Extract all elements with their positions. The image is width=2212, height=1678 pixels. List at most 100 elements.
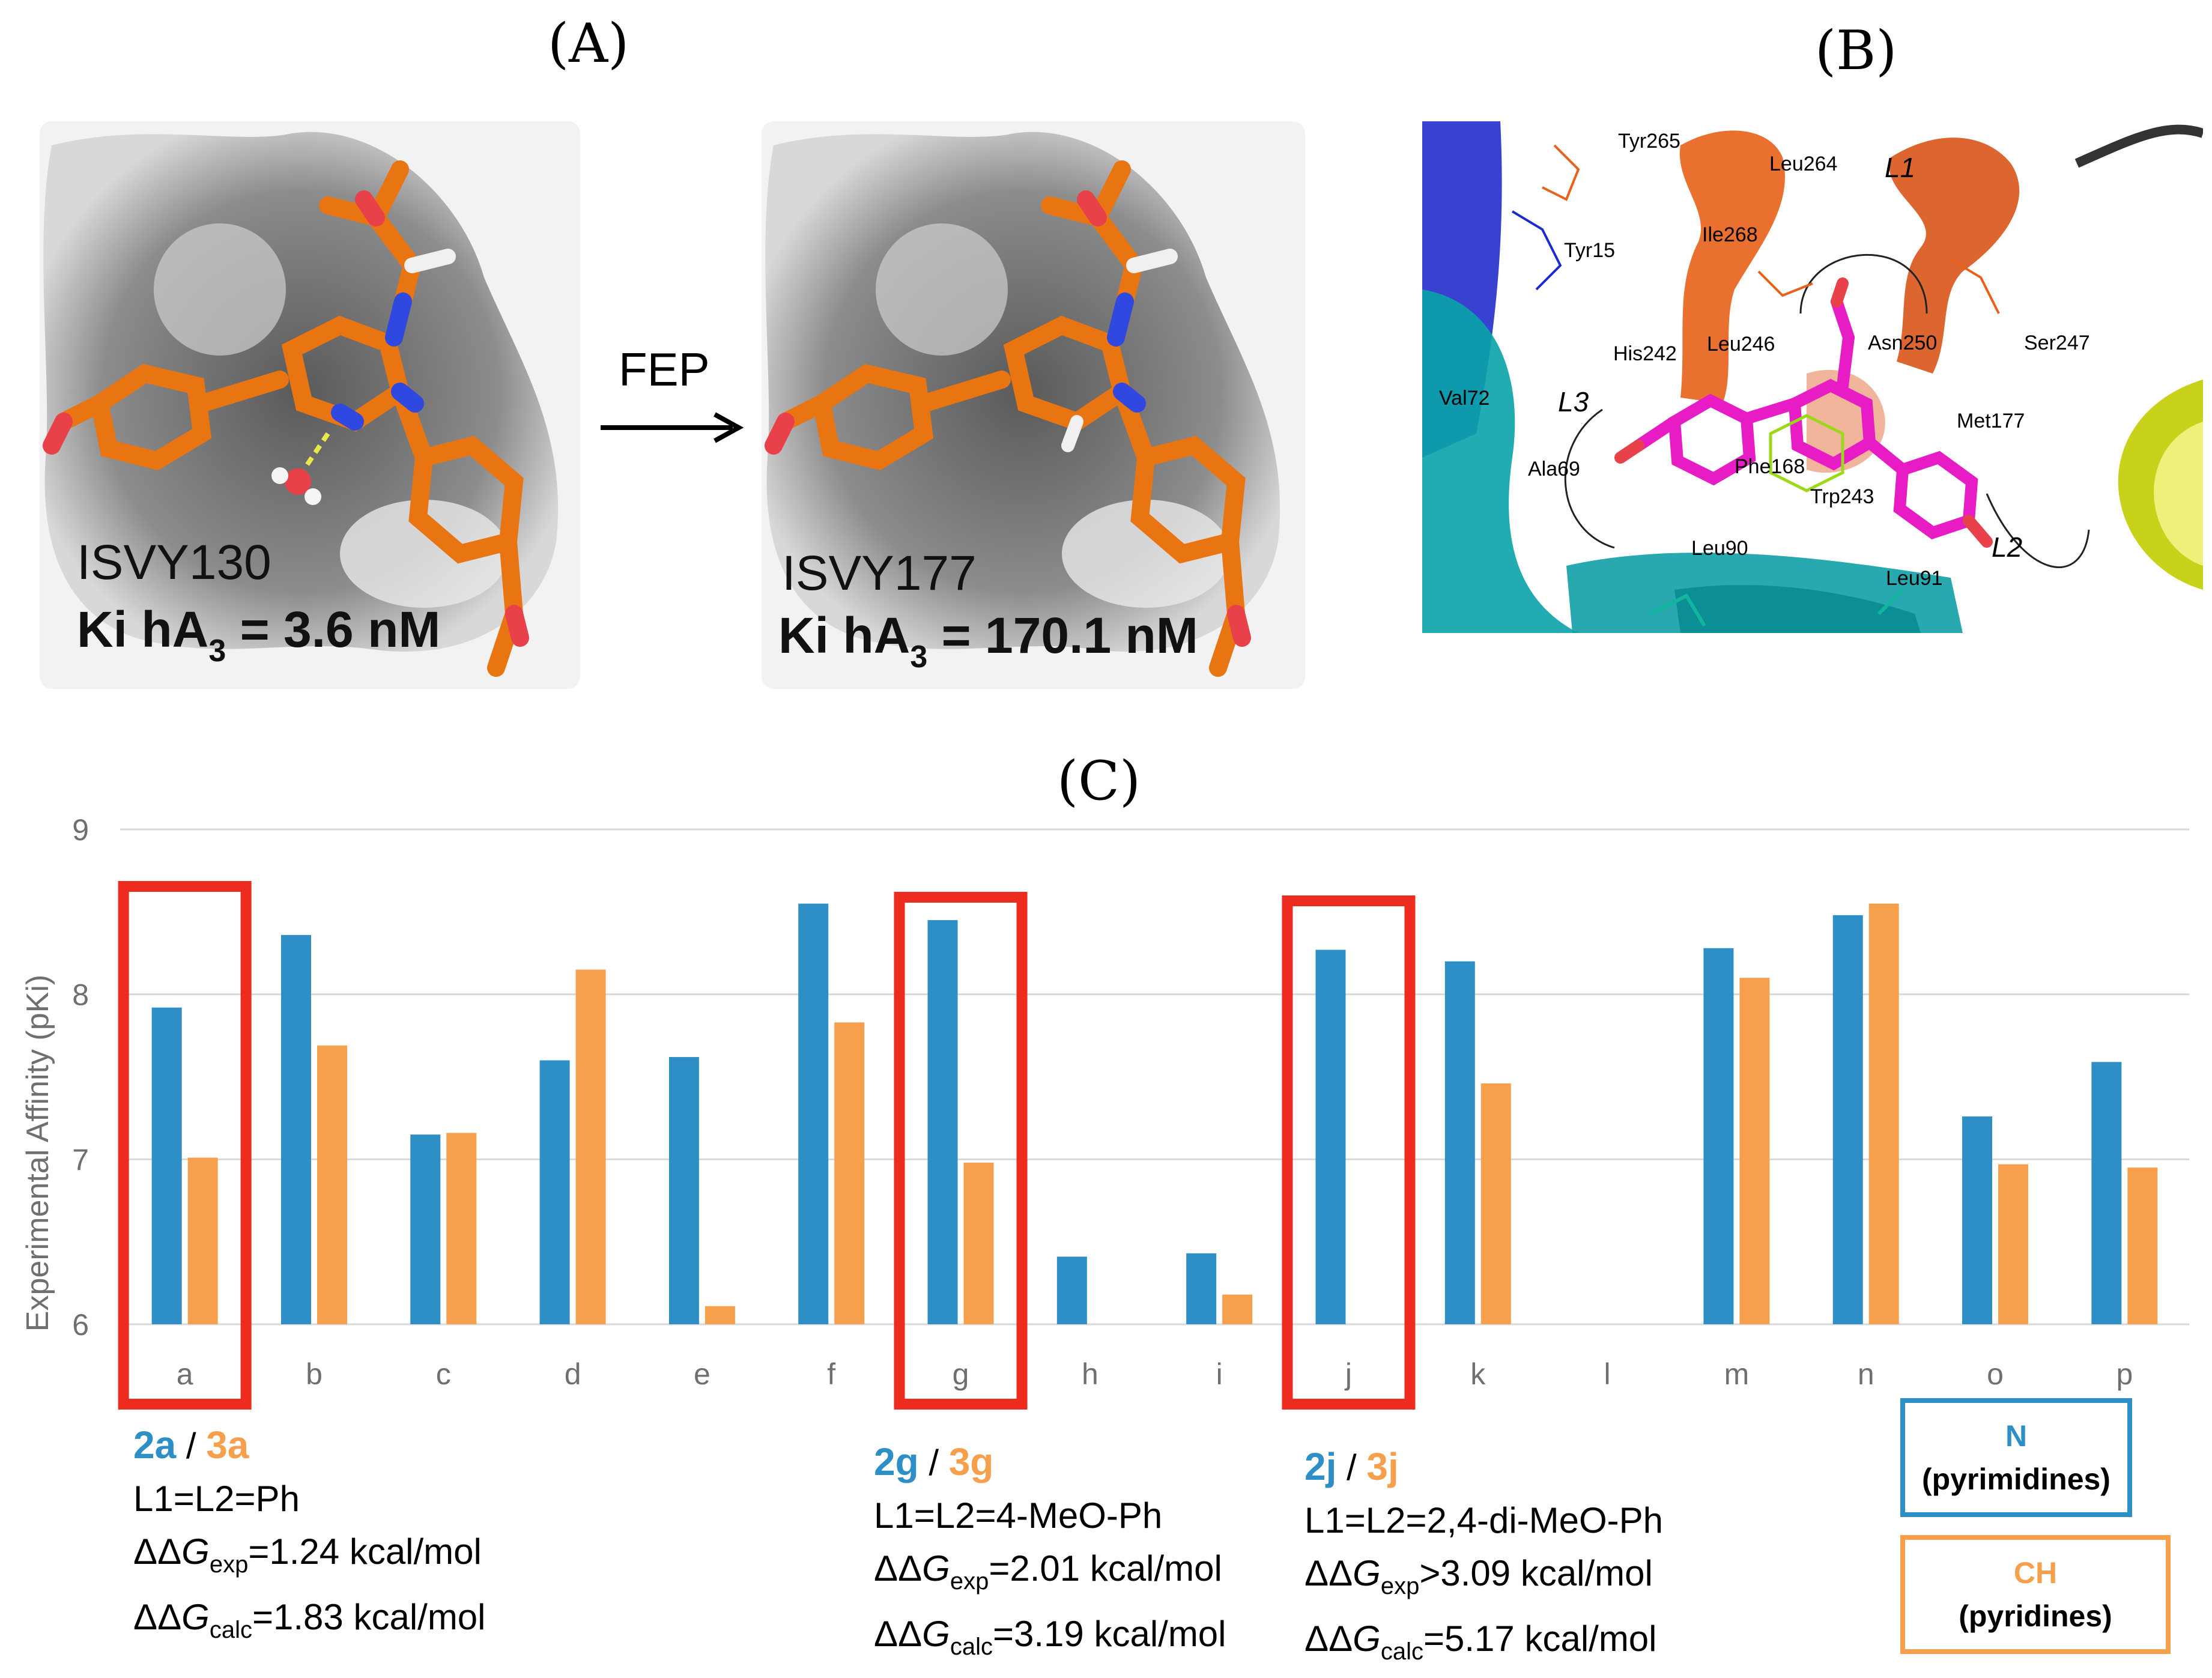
ki-value-right: Ki hA3 = 170.1 nM — [778, 607, 1198, 674]
x-tick-label: p — [2116, 1357, 2133, 1391]
ki-sub-left: 3 — [208, 634, 226, 668]
receptor-ribbon-diagram — [1422, 121, 2203, 633]
ki-number-left: = 3.6 nM — [240, 601, 441, 658]
x-tick-label: h — [1082, 1357, 1098, 1391]
y-tick-label: 8 — [72, 978, 89, 1012]
residue-label: Phe168 — [1735, 455, 1805, 478]
compound-name-right: ISVY177 — [782, 546, 977, 601]
bar-n-k — [1444, 961, 1475, 1324]
bar-ch-e — [705, 1306, 735, 1324]
bar-ch-d — [575, 969, 606, 1324]
fep-arrow — [601, 412, 744, 443]
loop-label-l1: L1 — [1885, 152, 1916, 183]
highlight-box-j — [1282, 895, 1416, 1410]
residue-label: Tyr265 — [1618, 130, 1680, 153]
molecule-structure-left — [43, 132, 559, 677]
ki-number-right: = 170.1 nM — [941, 607, 1198, 664]
x-tick-label: e — [694, 1357, 711, 1391]
y-tick-label: 9 — [72, 813, 89, 847]
panel-c-label: (C) — [1057, 750, 1141, 813]
residue-label: Leu91 — [1886, 567, 1943, 590]
ki-value-left: Ki hA3 = 3.6 nM — [77, 601, 441, 668]
ki-prefix-left: Ki hA — [77, 601, 209, 658]
affinity-bar-chart: 6 7 8 9 a b c d e f g h i j k l m n o p Experimental Affin… — [20, 813, 2189, 1410]
bar-ch-g — [963, 1162, 994, 1324]
substituent-line: L1=L2=2,4-di-MeO-Ph — [1304, 1500, 1664, 1540]
ddg-calc-line: ΔΔGcalc=5.17 kcal/mol — [1304, 1619, 1657, 1665]
x-tick-label: b — [306, 1357, 323, 1391]
residue-label: Leu90 — [1691, 537, 1748, 560]
bar-ch-m — [1739, 978, 1770, 1324]
highlight-box-g — [894, 892, 1028, 1410]
pair-separator: / — [1336, 1447, 1367, 1488]
x-tick-label: g — [953, 1357, 969, 1391]
panel-a-label: (A) — [548, 12, 629, 75]
residue-label: His242 — [1613, 342, 1677, 365]
y-axis-label: Experimental Affinity (pKi) — [20, 975, 55, 1331]
bar-n-p — [2091, 1062, 2122, 1324]
pair-n-label: 2j — [1304, 1445, 1337, 1488]
bar-n-j — [1315, 950, 1346, 1324]
bar-n-n — [1832, 915, 1863, 1324]
bar-ch-p — [2127, 1168, 2158, 1324]
legend-ch-pyridines: CH (pyridines) — [1900, 1535, 2171, 1654]
pair-ch-label: 3j — [1366, 1445, 1399, 1488]
highlight-boxes — [118, 881, 1416, 1410]
x-tick-label: n — [1858, 1357, 1874, 1391]
bar-ch-f — [834, 1022, 865, 1324]
bar-n-d — [539, 1060, 570, 1324]
x-tick-label: c — [436, 1357, 451, 1391]
binding-site-image: Tyr265 Leu264 Ile268 Tyr15 His242 Leu246… — [1422, 121, 2203, 633]
ddg-calc-line: ΔΔGcalc=1.83 kcal/mol — [133, 1597, 486, 1643]
loop-label-l3: L3 — [1558, 386, 1589, 417]
bar-n-a — [151, 1007, 182, 1324]
x-tick-label: j — [1344, 1357, 1352, 1391]
residue-label: Val72 — [1439, 387, 1490, 410]
x-tick-label: m — [1724, 1357, 1750, 1391]
y-axis-ticks: 6 7 8 9 — [72, 813, 89, 1342]
legend-ch-title: CH — [2013, 1556, 2058, 1590]
molecule-surface-right — [762, 121, 1305, 689]
residue-label: Trp243 — [1810, 485, 1874, 508]
bar-n-f — [798, 903, 829, 1324]
molecule-surface-left — [40, 121, 580, 689]
bar-ch-n — [1868, 903, 1899, 1324]
x-axis-ticks: a b c d e f g h i j k l m n o p — [177, 1357, 2133, 1391]
residue-label: Ser247 — [2024, 332, 2090, 354]
chart-bars — [151, 903, 2158, 1324]
ki-sub-right: 3 — [910, 640, 928, 674]
residue-label: Tyr15 — [1564, 239, 1616, 262]
x-tick-label: k — [1470, 1357, 1486, 1391]
loop-label-l2: L2 — [1992, 532, 2023, 563]
bar-n-e — [668, 1057, 699, 1324]
bar-ch-b — [317, 1045, 347, 1324]
pair-n-label: 2a — [133, 1423, 177, 1467]
compound-name-left: ISVY130 — [77, 535, 271, 590]
bar-ch-c — [446, 1133, 477, 1324]
pair-separator: / — [176, 1426, 207, 1466]
legend-n-title: N — [2005, 1419, 2028, 1453]
legend-ch-sub: (pyridines) — [1959, 1599, 2112, 1633]
legend-n-sub: (pyrimidines) — [1922, 1462, 2110, 1496]
residue-label: Leu246 — [1707, 333, 1775, 356]
x-tick-label: i — [1216, 1357, 1223, 1391]
ddg-exp-line: ΔΔGexp=1.24 kcal/mol — [133, 1531, 482, 1578]
residue-label: Ala69 — [1528, 458, 1580, 480]
x-tick-label: f — [827, 1357, 835, 1391]
bar-n-c — [410, 1134, 441, 1324]
annotation-pair-g: 2g / 3g L1=L2=4-MeO-Ph ΔΔGexp=2.01 kcal/… — [874, 1435, 1226, 1673]
ki-prefix-right: Ki hA — [778, 607, 911, 664]
legend-n-pyrimidines: N (pyrimidines) — [1900, 1398, 2132, 1517]
y-tick-label: 7 — [72, 1143, 89, 1177]
y-tick-label: 6 — [72, 1308, 89, 1342]
residue-label: Ile268 — [1702, 223, 1758, 246]
pair-n-label: 2g — [874, 1440, 919, 1483]
pair-ch-label: 3a — [206, 1423, 249, 1467]
panel-b-label: (B) — [1815, 19, 1897, 82]
pair-ch-label: 3g — [948, 1440, 994, 1483]
residue-label: Asn250 — [1868, 332, 1938, 354]
bar-n-h — [1056, 1256, 1087, 1324]
residue-label: Met177 — [1957, 410, 2025, 432]
molecule-structure-right — [765, 132, 1280, 677]
bar-n-i — [1186, 1253, 1217, 1324]
